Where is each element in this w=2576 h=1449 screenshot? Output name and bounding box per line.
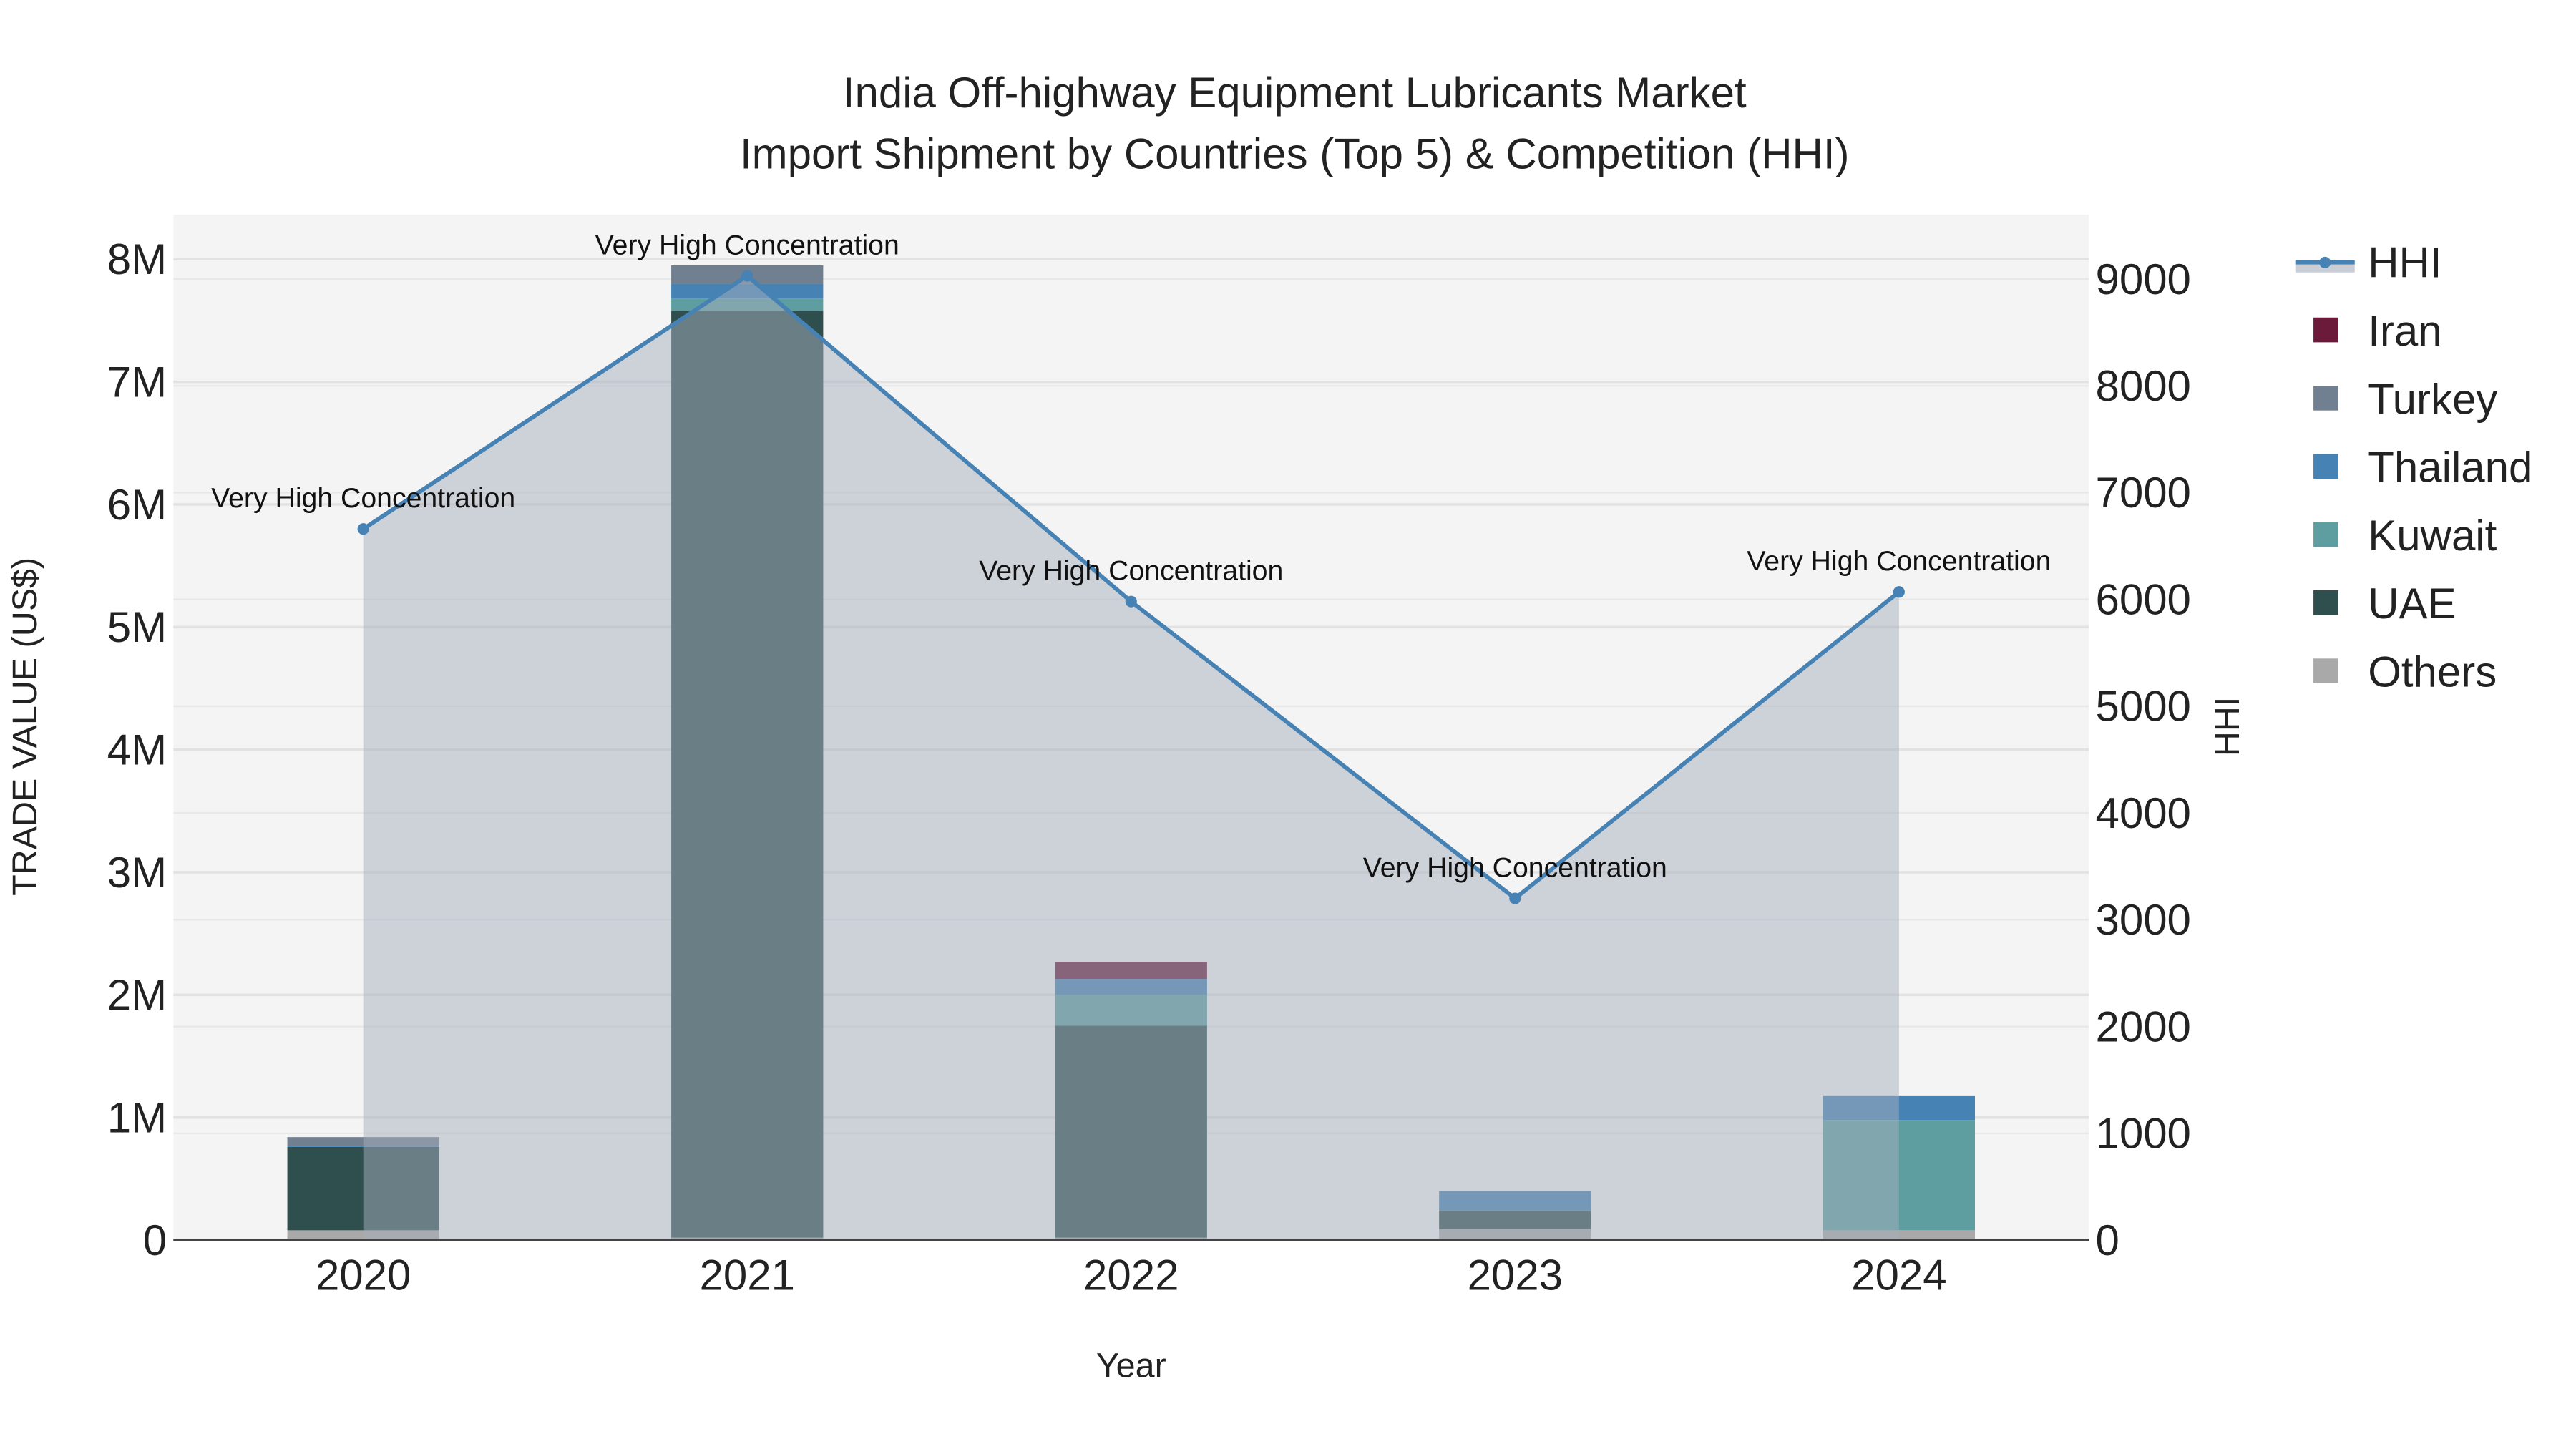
legend-item-kuwait[interactable]: Kuwait xyxy=(2368,512,2497,560)
chart-title-line2: Import Shipment by Countries (Top 5) & C… xyxy=(740,130,1850,177)
x-tick-label: 2021 xyxy=(699,1251,794,1299)
x-axis-title: Year xyxy=(1096,1347,1166,1385)
legend: HHI Iran Turkey Thailand Kuwait UAE Others xyxy=(2295,239,2532,696)
y-axis-title: TRADE VALUE (US$) xyxy=(6,557,44,896)
y2-tick-label: 6000 xyxy=(2095,575,2190,623)
legend-thailand-swatch xyxy=(2313,454,2338,479)
y-tick-label: 7M xyxy=(107,358,167,406)
legend-item-iran[interactable]: Iran xyxy=(2368,307,2441,355)
legend-item-hhi[interactable]: HHI xyxy=(2368,239,2441,287)
legend-kuwait-swatch xyxy=(2313,522,2338,547)
chart-title-line1: India Off-highway Equipment Lubricants M… xyxy=(843,69,1747,117)
y-tick-label: 2M xyxy=(107,971,167,1019)
hhi-area xyxy=(363,275,1899,1241)
legend-item-turkey[interactable]: Turkey xyxy=(2368,375,2497,423)
y2-tick-label: 2000 xyxy=(2095,1002,2190,1050)
y-tick-label: 6M xyxy=(107,481,167,529)
hhi-annotation: Very High Concentration xyxy=(979,555,1283,587)
x-tick-label: 2023 xyxy=(1468,1251,1563,1299)
hhi-point-2020 xyxy=(357,523,369,535)
hhi-point-2023 xyxy=(1509,892,1521,904)
y2-tick-label: 1000 xyxy=(2095,1110,2190,1158)
legend-item-thailand[interactable]: Thailand xyxy=(2368,444,2532,492)
hhi-annotation: Very High Concentration xyxy=(1363,852,1667,884)
legend-turkey-swatch xyxy=(2313,386,2338,411)
hhi-point-2024 xyxy=(1893,586,1905,598)
y2-tick-label: 4000 xyxy=(2095,789,2190,837)
y-tick-label: 1M xyxy=(107,1094,167,1142)
legend-item-others[interactable]: Others xyxy=(2368,648,2497,696)
y2-tick-label: 8000 xyxy=(2095,362,2190,410)
y-tick-label: 3M xyxy=(107,849,167,897)
y2-tick-label: 7000 xyxy=(2095,469,2190,517)
y-tick-label: 4M xyxy=(107,726,167,774)
y2-tick-label: 9000 xyxy=(2095,255,2190,303)
y-tick-label: 0 xyxy=(143,1216,167,1264)
hhi-point-2022 xyxy=(1125,595,1137,608)
y2-axis-title: HHI xyxy=(2208,697,2247,756)
legend-item-uae[interactable]: UAE xyxy=(2368,580,2456,628)
y-tick-label: 5M xyxy=(107,603,167,651)
y2-tick-label: 0 xyxy=(2095,1216,2119,1264)
hhi-annotation: Very High Concentration xyxy=(595,230,899,261)
hhi-annotation: Very High Concentration xyxy=(211,482,515,514)
x-tick-label: 2024 xyxy=(1851,1251,1946,1299)
legend-iran-swatch xyxy=(2313,317,2338,343)
hhi-annotation: Very High Concentration xyxy=(1747,545,2051,577)
legend-uae-swatch xyxy=(2313,590,2338,615)
legend-others-swatch xyxy=(2313,658,2338,683)
legend-hhi-marker-icon xyxy=(2319,256,2331,268)
x-tick-label: 2022 xyxy=(1083,1251,1179,1299)
y2-tick-label: 3000 xyxy=(2095,896,2190,944)
hhi-point-2021 xyxy=(741,270,753,282)
y-tick-label: 8M xyxy=(107,235,167,283)
y2-tick-label: 5000 xyxy=(2095,683,2190,731)
x-tick-label: 2020 xyxy=(316,1251,411,1299)
